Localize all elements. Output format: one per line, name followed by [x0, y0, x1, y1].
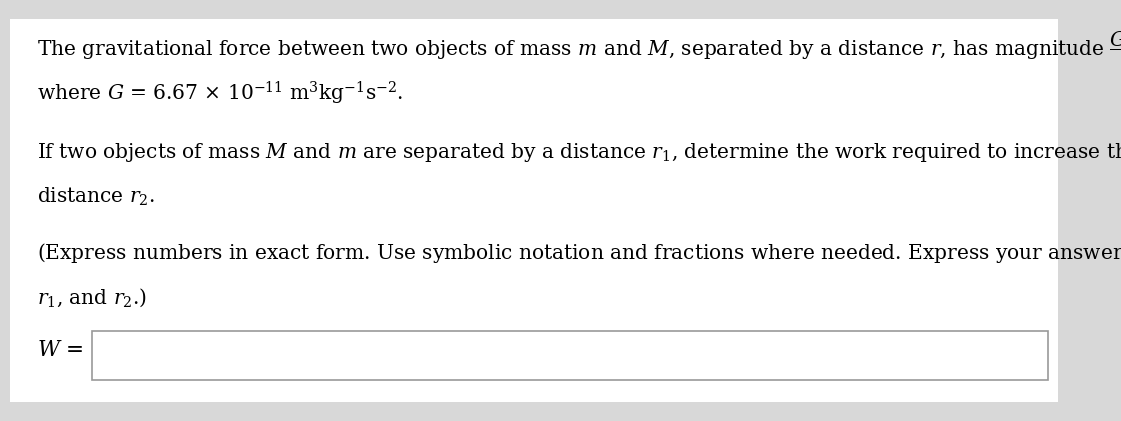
Text: The gravitational force between two objects of mass $m$ and $M$, separated by a : The gravitational force between two obje…: [37, 29, 1121, 73]
Text: If two objects of mass $M$ and $m$ are separated by a distance $r_1$, determine : If two objects of mass $M$ and $m$ are s…: [37, 141, 1121, 164]
Bar: [92, 331, 1048, 380]
Text: distance $r_2$.: distance $r_2$.: [37, 186, 155, 208]
Text: where $G$ = 6.67 $\times$ 10$^{-11}$ m$^3$kg$^{-1}$s$^{-2}$.: where $G$ = 6.67 $\times$ 10$^{-11}$ m$^…: [37, 80, 404, 107]
Text: $W$ =: $W$ =: [37, 339, 84, 361]
Text: (Express numbers in exact form. Use symbolic notation and fractions where needed: (Express numbers in exact form. Use symb…: [37, 241, 1121, 265]
Text: $r_1$, and $r_2$.): $r_1$, and $r_2$.): [37, 287, 147, 309]
